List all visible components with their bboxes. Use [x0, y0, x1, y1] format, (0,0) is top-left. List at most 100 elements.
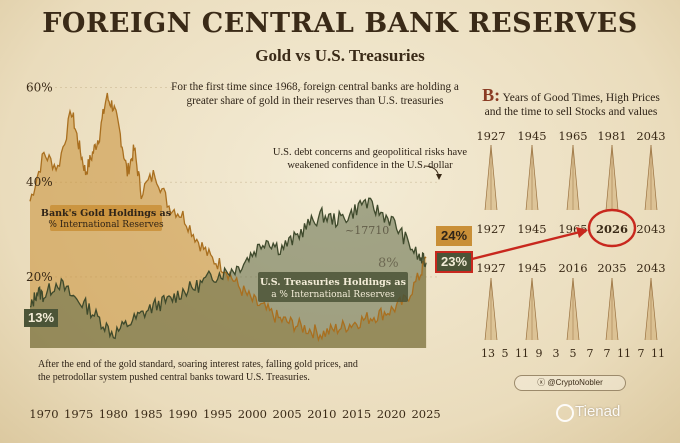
- row2-bottom-number-4: 3: [553, 347, 560, 360]
- row2-top-year-1: 1945: [517, 261, 546, 275]
- row2-bottom-number-1: 5: [502, 347, 509, 360]
- watermark-icon: [556, 404, 574, 422]
- row1-bottom-year-1: 1945: [517, 222, 546, 236]
- row2-top-year-0: 1927: [476, 261, 505, 275]
- row2-spike-3: [605, 277, 619, 341]
- row2-bottom-number-10: 11: [651, 347, 665, 360]
- note-arrow-head: [436, 174, 442, 180]
- panel-title-line-2: and the time to sell Stocks and values: [484, 106, 658, 118]
- badge-13: 13%: [24, 309, 58, 327]
- red-arrow-line: [471, 230, 581, 261]
- row2-spike-2-edge-right: [572, 277, 580, 341]
- gold-label-line-1: Bank's Gold Holdings as: [41, 208, 171, 219]
- row2-bottom-number-2: 11: [515, 347, 529, 360]
- page-title: FOREIGN CENTRAL BANK RESERVES: [42, 8, 638, 39]
- treasury-line: [30, 197, 427, 340]
- y-tick-label-0: 60%: [26, 80, 53, 94]
- x-tick-label-0: 1970: [29, 407, 58, 421]
- row2-spike-1-edge-right: [531, 277, 539, 341]
- row2-spike-1-edge-left: [525, 277, 533, 341]
- row2-spike-4-edge-left: [644, 277, 652, 341]
- panel-title-line-1: Years of Good Times, High Prices: [502, 92, 660, 104]
- row2-spike-1: [525, 277, 539, 341]
- x-tick-label-1: 1975: [64, 407, 93, 421]
- row2-top-year-2: 2016: [558, 261, 587, 275]
- gold-series-label: Bank's Gold Holdings as% International R…: [41, 205, 171, 231]
- row2-bottom-number-8: 11: [617, 347, 631, 360]
- row2-spike-2-edge-left: [566, 277, 574, 341]
- row2-bottom-number-5: 5: [570, 347, 577, 360]
- badge-treasury-23: 23%: [435, 251, 473, 273]
- row2-spike-0-edge-left: [484, 277, 492, 341]
- row2-spike-0: [484, 277, 498, 341]
- x-tick-label-11: 2025: [411, 407, 440, 421]
- row1-bottom-year-0: 1927: [476, 222, 505, 236]
- row1-spike-0-edge-left: [484, 144, 492, 211]
- x-tick-label-3: 1985: [133, 407, 162, 421]
- row1-bottom-year-3: 2026: [596, 222, 628, 236]
- highlight-circle: [587, 208, 637, 248]
- row2-bottom-number-0: 13: [481, 347, 495, 360]
- x-tick-label-8: 2010: [307, 407, 336, 421]
- row1-spike-2-edge-left: [566, 144, 574, 211]
- treasury-label-box: [258, 272, 408, 302]
- row1-spike-2-edge-right: [572, 144, 580, 211]
- lead-text: For the first time since 1968, foreign c…: [171, 81, 459, 107]
- row1-top-year-2: 1965: [558, 129, 587, 143]
- x-tick-label-7: 2005: [272, 407, 301, 421]
- row2-spike-0-edge-right: [490, 277, 498, 341]
- x-tick-label-4: 1990: [168, 407, 197, 421]
- gold-area: [30, 93, 427, 348]
- row1-spike-3-edge-left: [605, 144, 613, 211]
- treasury-series-label: U.S. Treasuries Holdings as a % Internati…: [258, 272, 408, 302]
- watermark-text: Tienad: [575, 403, 621, 420]
- ghost-text-b: 8%: [378, 256, 399, 271]
- row2-top-year-3: 2035: [597, 261, 626, 275]
- treasury-label-line-1: U.S. Treasuries Holdings as: [260, 277, 406, 288]
- row2-bottom-number-3: 9: [536, 347, 543, 360]
- row1-top-year-4: 2043: [636, 129, 665, 143]
- row2-spike-3-edge-right: [611, 277, 619, 341]
- row2-bottom-number-9: 7: [638, 347, 645, 360]
- badge-gold-24: 24%: [436, 226, 472, 246]
- row1-spike-4: [644, 144, 658, 211]
- credit-text: @CryptoNobler: [547, 378, 603, 387]
- row1-spike-4-edge-left: [644, 144, 652, 211]
- row1-spike-3: [605, 144, 619, 211]
- row1-top-year-0: 1927: [476, 129, 505, 143]
- treasury-area: [30, 198, 427, 348]
- row1-bottom-year-4: 2043: [636, 222, 665, 236]
- row1-spike-3-edge-right: [611, 144, 619, 211]
- y-tick-label-1: 40%: [26, 175, 53, 189]
- gold-label-box: [50, 205, 162, 231]
- panel-letter: B:: [482, 85, 501, 105]
- row2-top-year-4: 2043: [636, 261, 665, 275]
- y-tick-label-2: 20%: [26, 270, 53, 284]
- row1-spike-0-edge-right: [490, 144, 498, 211]
- row2-bottom-number-7: 7: [604, 347, 611, 360]
- credit-handle: ⓧ @CryptoNobler: [514, 375, 626, 391]
- row1-spike-4-edge-right: [650, 144, 658, 211]
- x-tick-label-6: 2000: [238, 407, 267, 421]
- row2-spike-4-edge-right: [650, 277, 658, 341]
- x-tick-label-10: 2020: [377, 407, 406, 421]
- row1-spike-2: [566, 144, 580, 211]
- page-subtitle: Gold vs U.S. Treasuries: [255, 46, 425, 65]
- x-tick-label-9: 2015: [342, 407, 371, 421]
- x-tick-label-5: 1995: [203, 407, 232, 421]
- x-tick-label-2: 1980: [99, 407, 128, 421]
- row2-bottom-number-6: 7: [587, 347, 594, 360]
- debt-concern-note: U.S. debt concerns and geopolitical risk…: [272, 147, 468, 171]
- row1-spike-0: [484, 144, 498, 211]
- gold-label-line-2: % International Reserves: [48, 220, 164, 230]
- row1-spike-1-edge-left: [525, 144, 533, 211]
- row1-spike-1-edge-right: [531, 144, 539, 211]
- row2-spike-3-edge-left: [605, 277, 613, 341]
- row1-top-year-3: 1981: [597, 129, 626, 143]
- footer-text: After the end of the gold standard, soar…: [38, 359, 358, 383]
- row2-spike-2: [566, 277, 580, 341]
- gold-line: [29, 92, 427, 343]
- cycle-panel-title: B: Years of Good Times, High Prices and …: [466, 85, 676, 119]
